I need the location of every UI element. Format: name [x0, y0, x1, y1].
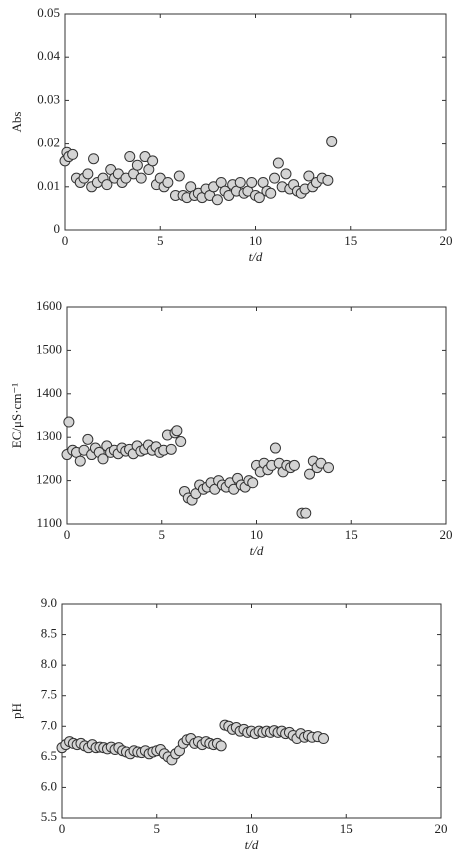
x-tick-label: 5	[157, 233, 164, 248]
y-tick-label: 0.03	[37, 91, 60, 106]
data-point	[162, 176, 174, 188]
y-tick-label: 5.5	[41, 809, 57, 824]
x-tick-label: 20	[440, 527, 453, 542]
y-tick-label: 7.0	[41, 717, 57, 732]
y-tick-label: 0.02	[37, 135, 60, 150]
data-point	[303, 170, 315, 182]
y-axis-label: EC/μS·cm⁻¹	[9, 383, 24, 448]
y-tick-label: 8.0	[41, 656, 57, 671]
panel: 0 0.01 0.02 0.03 0.04 0.05 0 5 10 15 20 t/d Abs	[9, 5, 453, 264]
y-tick-label: 1500	[36, 341, 62, 356]
x-tick-label: 5	[154, 821, 161, 836]
y-tick-label: 0.01	[37, 178, 60, 193]
x-tick-label: 15	[344, 233, 357, 248]
y-tick-label: 1600	[36, 298, 62, 313]
data-point	[288, 459, 300, 471]
data-point	[147, 155, 159, 167]
y-tick-label: 1300	[36, 428, 62, 443]
data-point	[323, 462, 335, 474]
data-point	[63, 416, 75, 428]
y-tick-label: 0.05	[37, 5, 60, 20]
x-tick-label: 0	[59, 821, 66, 836]
y-tick-label: 0	[54, 221, 61, 236]
y-axis-label: pH	[9, 703, 24, 719]
data-point	[124, 151, 136, 163]
x-tick-label: 10	[245, 821, 258, 836]
data-point	[272, 157, 284, 169]
data-point	[165, 443, 177, 455]
y-tick-label: 6.5	[41, 748, 57, 763]
data-point	[67, 148, 79, 160]
y-axis-label: Abs	[9, 112, 24, 133]
y-tick-label: 1400	[36, 385, 62, 400]
y-tick-label: 1100	[36, 515, 62, 530]
data-point	[322, 174, 334, 186]
plot-frame	[61, 603, 442, 819]
data-point	[101, 179, 113, 191]
data-point	[171, 425, 183, 437]
data-point	[211, 194, 223, 206]
data-point	[318, 733, 330, 745]
x-tick-label: 10	[250, 527, 263, 542]
data-point	[246, 176, 258, 188]
data-point	[280, 168, 292, 180]
data-point	[247, 477, 259, 489]
x-axis-label: t/d	[249, 249, 263, 264]
data-point	[131, 159, 143, 171]
x-axis-label: t/d	[250, 543, 264, 558]
data-point	[304, 468, 316, 480]
data-point	[175, 436, 187, 448]
x-tick-label: 10	[249, 233, 262, 248]
data-point	[173, 170, 185, 182]
data-point	[269, 172, 281, 184]
data-point	[82, 433, 94, 445]
data-point	[265, 187, 277, 199]
x-tick-label: 20	[440, 233, 453, 248]
x-tick-label: 5	[159, 527, 166, 542]
x-axis-label: t/d	[245, 837, 259, 852]
data-point	[326, 135, 338, 147]
y-tick-label: 8.5	[41, 626, 57, 641]
data-point	[269, 442, 281, 454]
data-point	[253, 192, 265, 204]
panel: 1100 1200 1300 1400 1500 1600 0 5 10 15 20 t/d EC/μS…	[9, 298, 453, 558]
plot-frame	[66, 306, 447, 525]
y-tick-label: 0.04	[37, 48, 60, 63]
panel: 5.5 6.0 6.5 7.0 7.5 8.0 8.5 9.0 0 5 10 15 20 t/d pH	[9, 595, 448, 852]
x-tick-label: 20	[435, 821, 448, 836]
data-point	[82, 168, 94, 180]
data-point	[88, 153, 100, 165]
data-point	[97, 453, 109, 465]
data-point	[300, 507, 312, 519]
data-point	[74, 455, 86, 467]
data-point	[234, 176, 246, 188]
data-point	[215, 740, 227, 752]
y-tick-label: 1200	[36, 472, 62, 487]
x-tick-label: 15	[345, 527, 358, 542]
data-point	[135, 172, 147, 184]
x-tick-label: 0	[62, 233, 69, 248]
y-tick-label: 6.0	[41, 778, 57, 793]
x-tick-label: 0	[64, 527, 71, 542]
y-tick-label: 7.5	[41, 687, 57, 702]
y-tick-label: 9.0	[41, 595, 57, 610]
x-tick-label: 15	[340, 821, 353, 836]
